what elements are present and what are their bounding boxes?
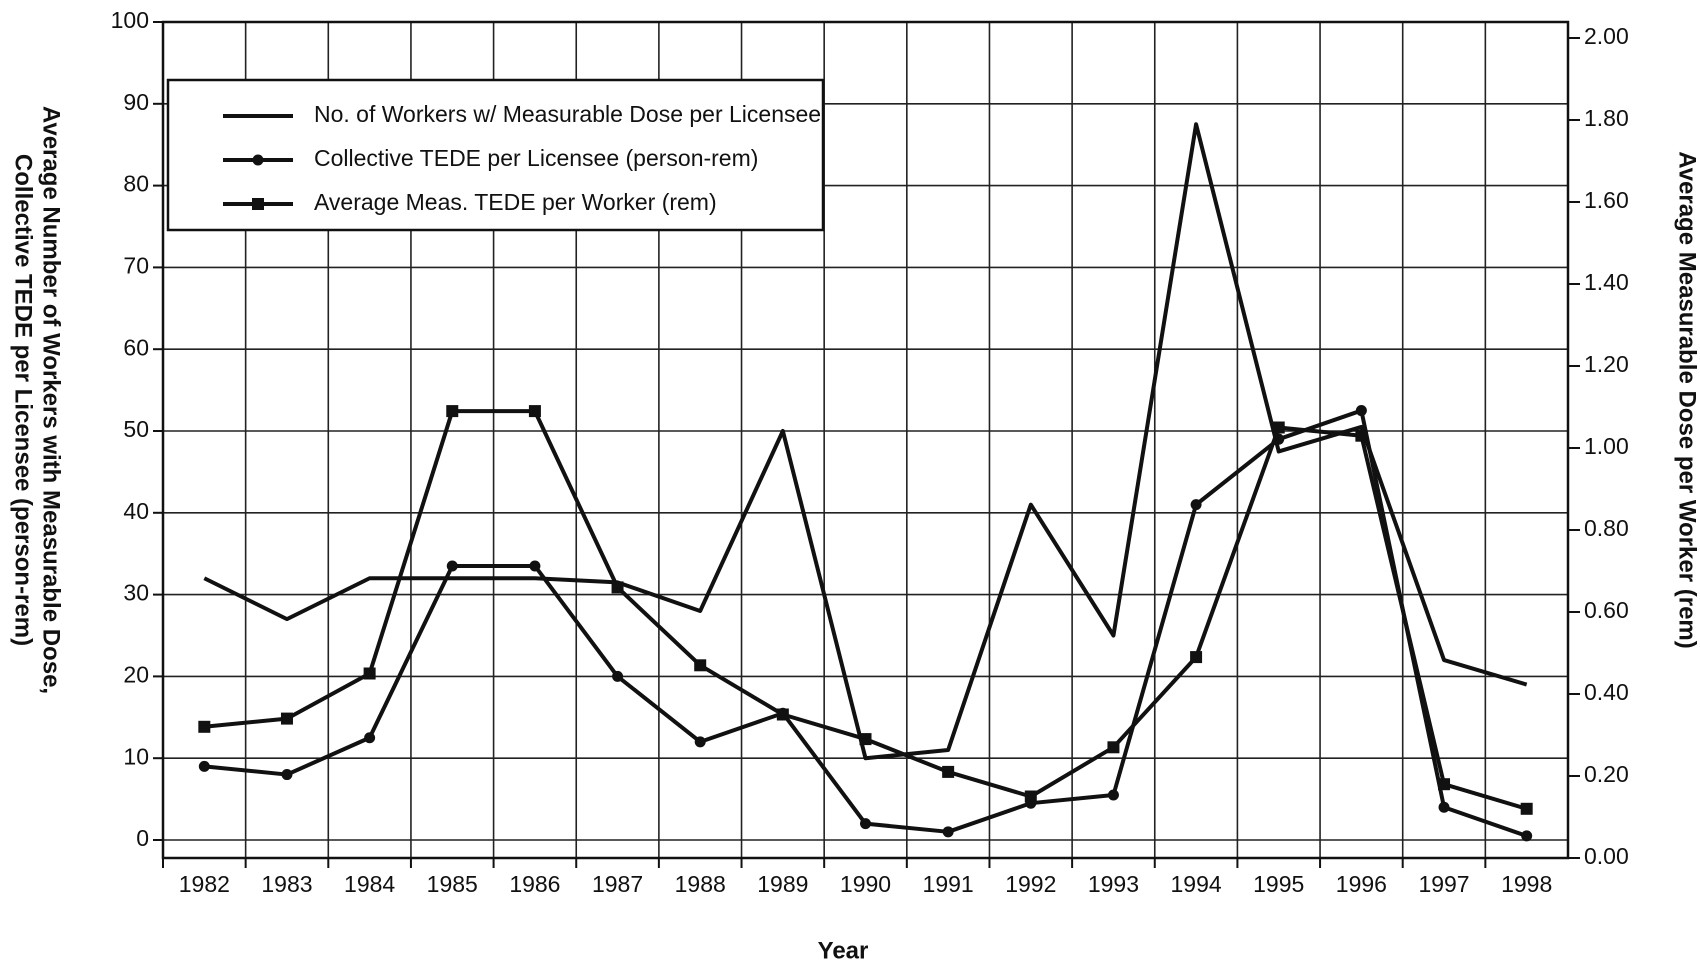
marker [1355,429,1368,442]
x-tick-label: 1986 [509,871,560,897]
marker [1024,790,1037,803]
marker [694,659,707,672]
y-tick-label: 0 [136,825,149,851]
marker [363,667,376,680]
marker [612,670,624,682]
marker [1190,651,1203,664]
x-tick-label: 1997 [1418,871,1469,897]
marker [1438,778,1451,791]
marker [280,712,293,725]
marker [446,560,458,572]
marker [1520,802,1533,815]
marker [1355,405,1367,417]
marker [859,733,872,746]
y2-tick-label: 0.60 [1584,597,1629,623]
x-tick-label: 1984 [344,871,395,897]
marker [860,818,871,830]
y-tick-label: 30 [123,580,149,606]
marker [1521,830,1533,842]
y-tick-label: 80 [123,171,149,197]
y-axis-title: Collective TEDE per Licensee (person-rem… [10,154,37,646]
marker [611,581,624,594]
y2-tick-label: 1.40 [1584,269,1629,295]
y2-tick-label: 0.00 [1584,843,1629,869]
y2-tick-label: 0.20 [1584,761,1629,787]
marker [364,732,376,744]
marker [942,765,955,778]
y2-axis-title: Average Measurable Dose per Worker (rem) [1674,151,1700,649]
series-line [204,408,1528,838]
marker [198,760,210,772]
marker [1438,801,1450,813]
y-tick-label: 100 [111,7,149,33]
y-tick-label: 90 [123,89,149,115]
y-tick-label: 60 [123,334,149,360]
y2-tick-label: 1.80 [1584,105,1629,131]
marker [198,720,211,733]
y2-tick-label: 1.20 [1584,351,1629,377]
marker [942,826,954,838]
x-tick-label: 1994 [1171,871,1222,897]
y-tick-label: 20 [123,661,149,687]
legend-label: Average Meas. TEDE per Worker (rem) [314,189,717,215]
marker [1107,741,1120,754]
marker [446,405,459,418]
marker [528,405,541,418]
plot-frame [161,20,1570,860]
x-tick-label: 1992 [1005,871,1056,897]
marker [1190,499,1202,511]
x-tick-label: 1988 [675,871,726,897]
legend-label: No. of Workers w/ Measurable Dose per Li… [314,101,821,127]
marker [1272,421,1285,434]
x-tick-label: 1998 [1501,871,1552,897]
x-tick-label: 1987 [592,871,643,897]
y2-tick-label: 0.80 [1584,515,1629,541]
y2-tick-label: 0.40 [1584,679,1629,705]
y2-tick-label: 1.60 [1584,187,1629,213]
y2-tick-label: 2.00 [1584,23,1629,49]
y-tick-label: 50 [123,416,149,442]
x-tick-label: 1985 [427,871,478,897]
marker [694,736,706,748]
y2-tick-label: 1.00 [1584,433,1629,459]
y-axis-title: Average Number of Workers with Measurabl… [38,106,65,694]
legend-marker [252,198,264,210]
legend-marker [252,154,264,166]
marker [1107,789,1119,801]
x-tick-label: 1996 [1336,871,1387,897]
marker [281,769,293,781]
marker [529,560,541,572]
series-line [203,122,1528,761]
x-tick-label: 1989 [757,871,808,897]
x-tick-label: 1983 [261,871,312,897]
y-tick-label: 70 [123,252,149,278]
x-tick-label: 1995 [1253,871,1304,897]
x-tick-label: 1991 [923,871,974,897]
x-axis-title: Year [818,937,869,963]
x-tick-label: 1982 [179,871,230,897]
marker [776,708,789,721]
x-tick-label: 1990 [840,871,891,897]
x-tick-label: 1993 [1088,871,1139,897]
y-tick-label: 40 [123,498,149,524]
legend-label: Collective TEDE per Licensee (person-rem… [314,145,758,171]
y-tick-label: 10 [123,743,149,769]
series-line [204,409,1528,811]
